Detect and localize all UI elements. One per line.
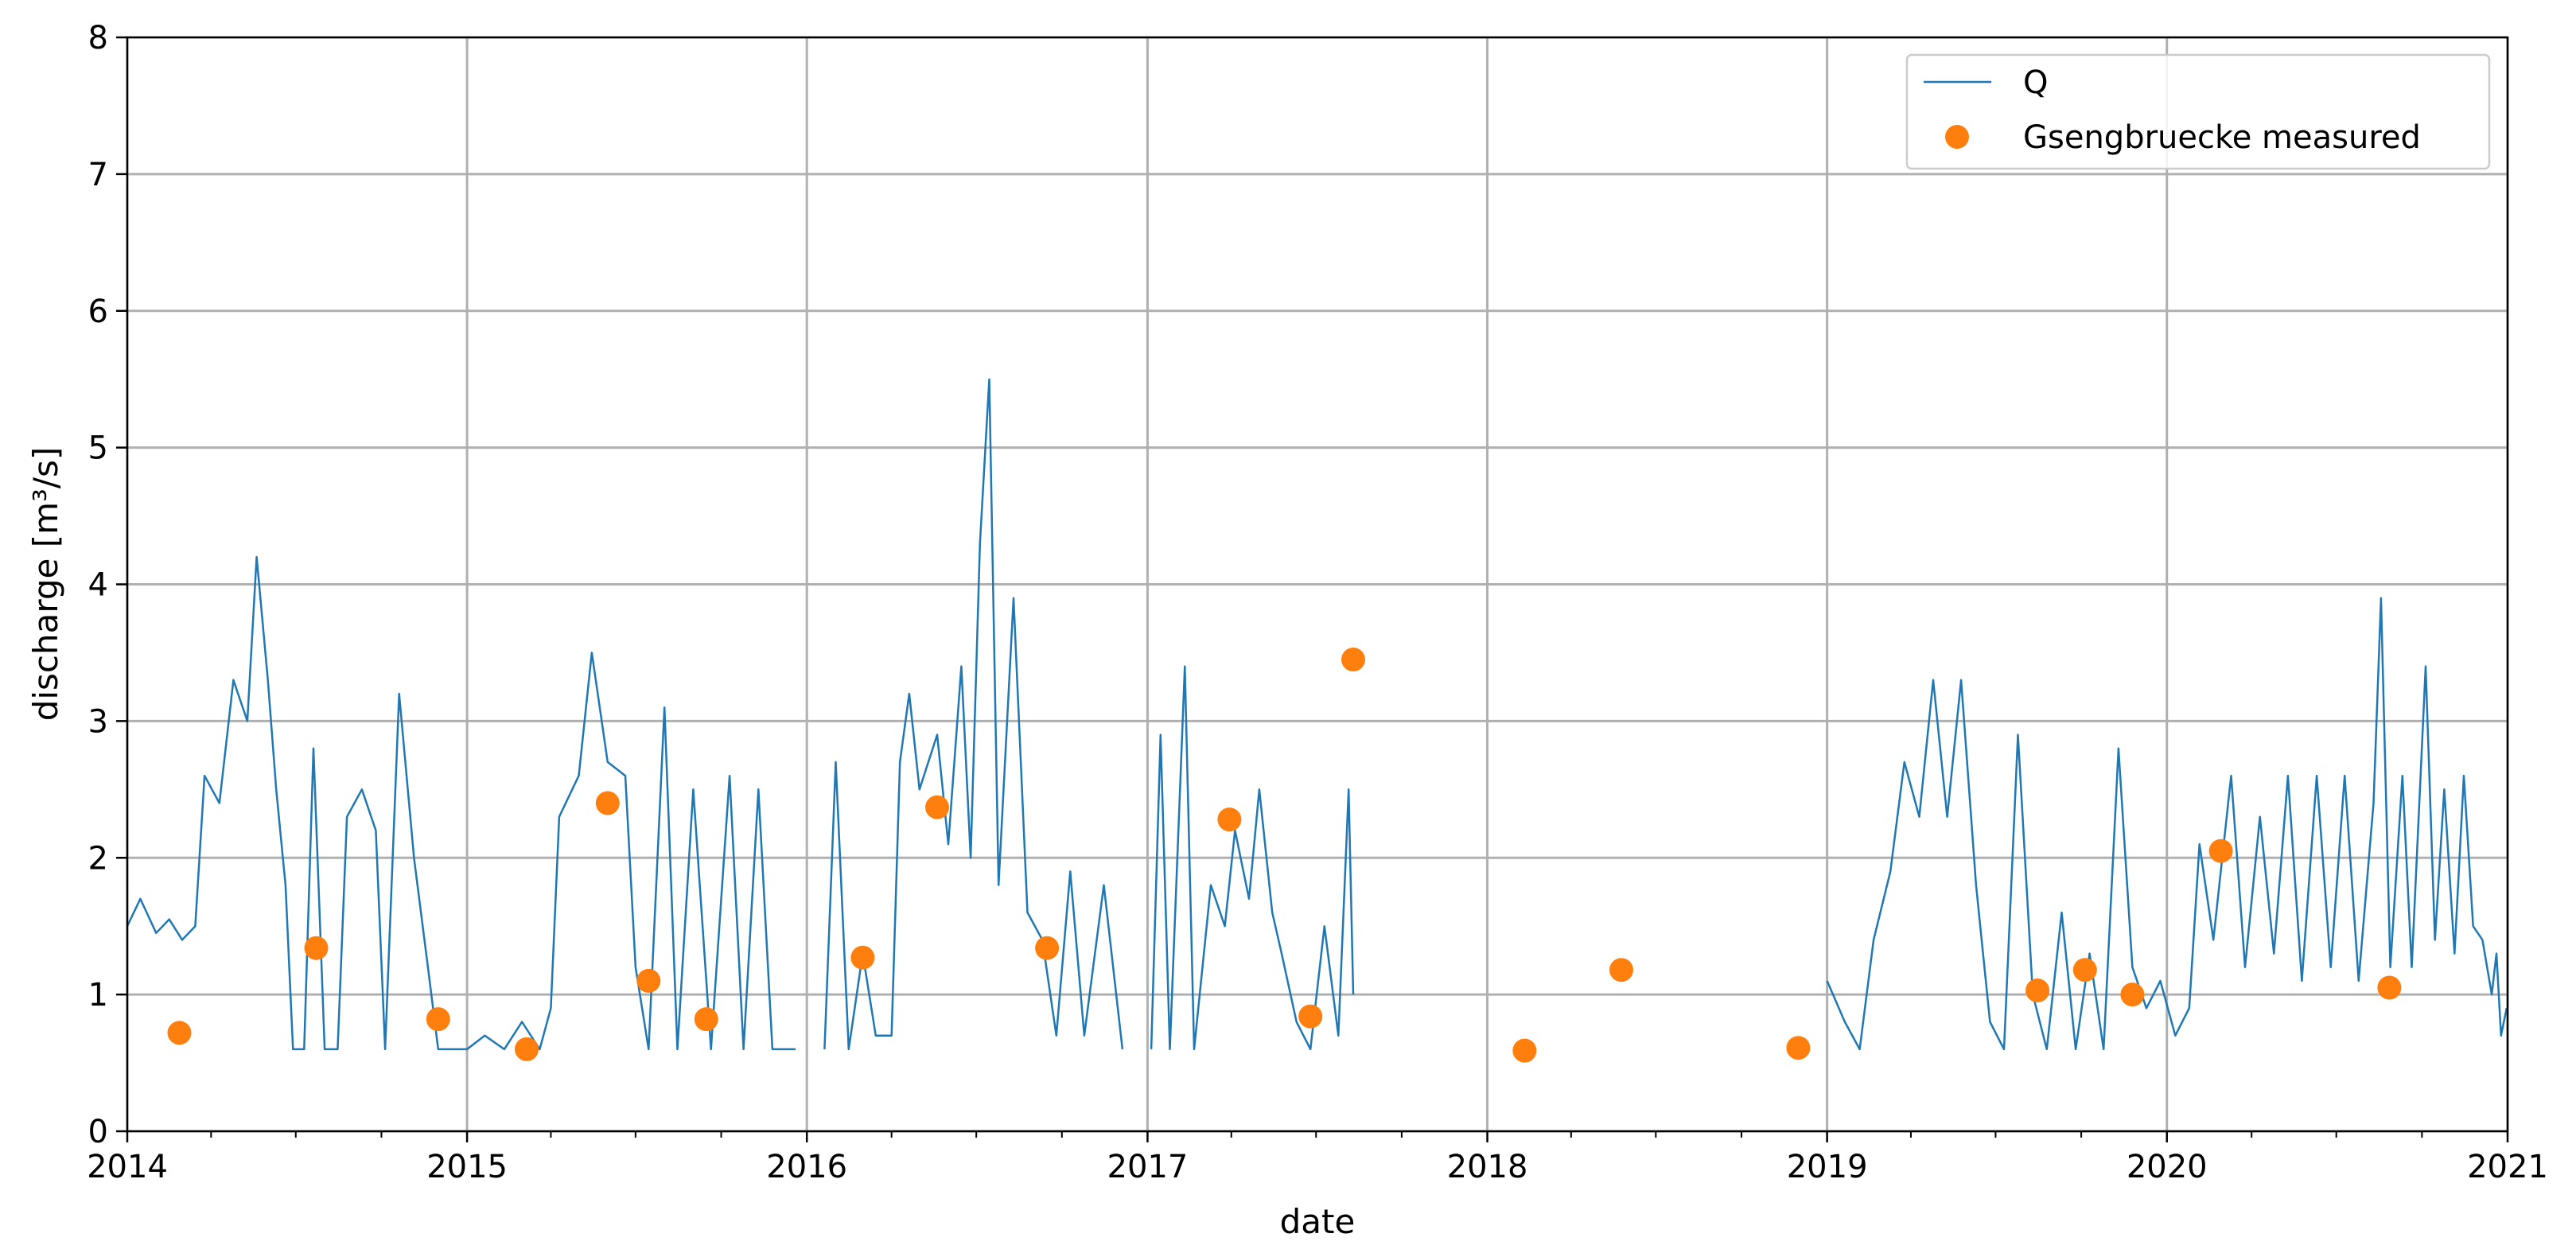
measured-point [426, 1007, 450, 1032]
measured-point [2208, 839, 2233, 863]
measured-point [2072, 958, 2097, 982]
legend-measured-label: Gsengbruecke measured [2023, 119, 2421, 156]
measured-point [1341, 648, 1365, 671]
measured-point [595, 791, 620, 815]
y-tick-label: 4 [88, 567, 108, 604]
measured-point [694, 1007, 718, 1032]
q-line-segment [823, 378, 1124, 1051]
measured-point [1512, 1038, 1537, 1063]
x-tick-label: 2021 [2467, 1149, 2548, 1185]
x-tick-label: 2020 [2127, 1149, 2208, 1185]
measured-point [1298, 1004, 1323, 1029]
measured-point [2120, 982, 2145, 1007]
measured-point [636, 968, 661, 993]
x-tick-label: 2015 [426, 1149, 508, 1185]
measured-point [304, 936, 329, 960]
y-axis: 0 1 2 3 4 5 6 7 8 [88, 20, 127, 1150]
measured-point [925, 795, 949, 819]
y-tick-label: 2 [88, 840, 108, 877]
q-line-segment [1150, 665, 1355, 1051]
q-line-segment [1826, 597, 2508, 1051]
measured-point [1786, 1036, 1811, 1060]
measured-point [1035, 936, 1060, 960]
q-line-segment [126, 555, 796, 1051]
measured-point [1217, 807, 1242, 832]
measured-point [850, 945, 875, 970]
x-axis: 2014 2015 2016 2017 2018 2019 2020 2021 [87, 1131, 2548, 1185]
x-tick-label: 2018 [1447, 1149, 1528, 1185]
y-tick-label: 5 [88, 430, 108, 467]
measured-point [167, 1021, 192, 1045]
legend-box [1905, 53, 2491, 170]
legend-q-label: Q [2023, 64, 2048, 101]
legend-measured-swatch [1945, 125, 1969, 149]
y-tick-label: 3 [88, 703, 108, 740]
x-tick-label: 2017 [1107, 1149, 1189, 1185]
y-tick-label: 1 [88, 977, 108, 1014]
y-tick-label: 0 [88, 1114, 108, 1150]
y-tick-label: 6 [88, 294, 108, 330]
y-tick-label: 7 [88, 157, 108, 193]
measured-point [515, 1037, 539, 1061]
measured-point [2377, 975, 2402, 1000]
y-tick-label: 8 [88, 20, 108, 56]
x-tick-label: 2019 [1787, 1149, 1868, 1185]
y-axis-label: discharge [m³/s] [26, 447, 65, 722]
measured-point [1609, 958, 1633, 982]
measured-series-points [167, 648, 2402, 1063]
x-tick-label: 2014 [87, 1149, 168, 1185]
x-tick-label: 2016 [766, 1149, 847, 1185]
x-axis-label: date [1280, 1202, 1356, 1241]
grid [126, 36, 2509, 1133]
legend: Q Gsengbruecke measured [1905, 53, 2491, 170]
q-series-line [126, 378, 2508, 1051]
measured-point [2025, 979, 2050, 1002]
